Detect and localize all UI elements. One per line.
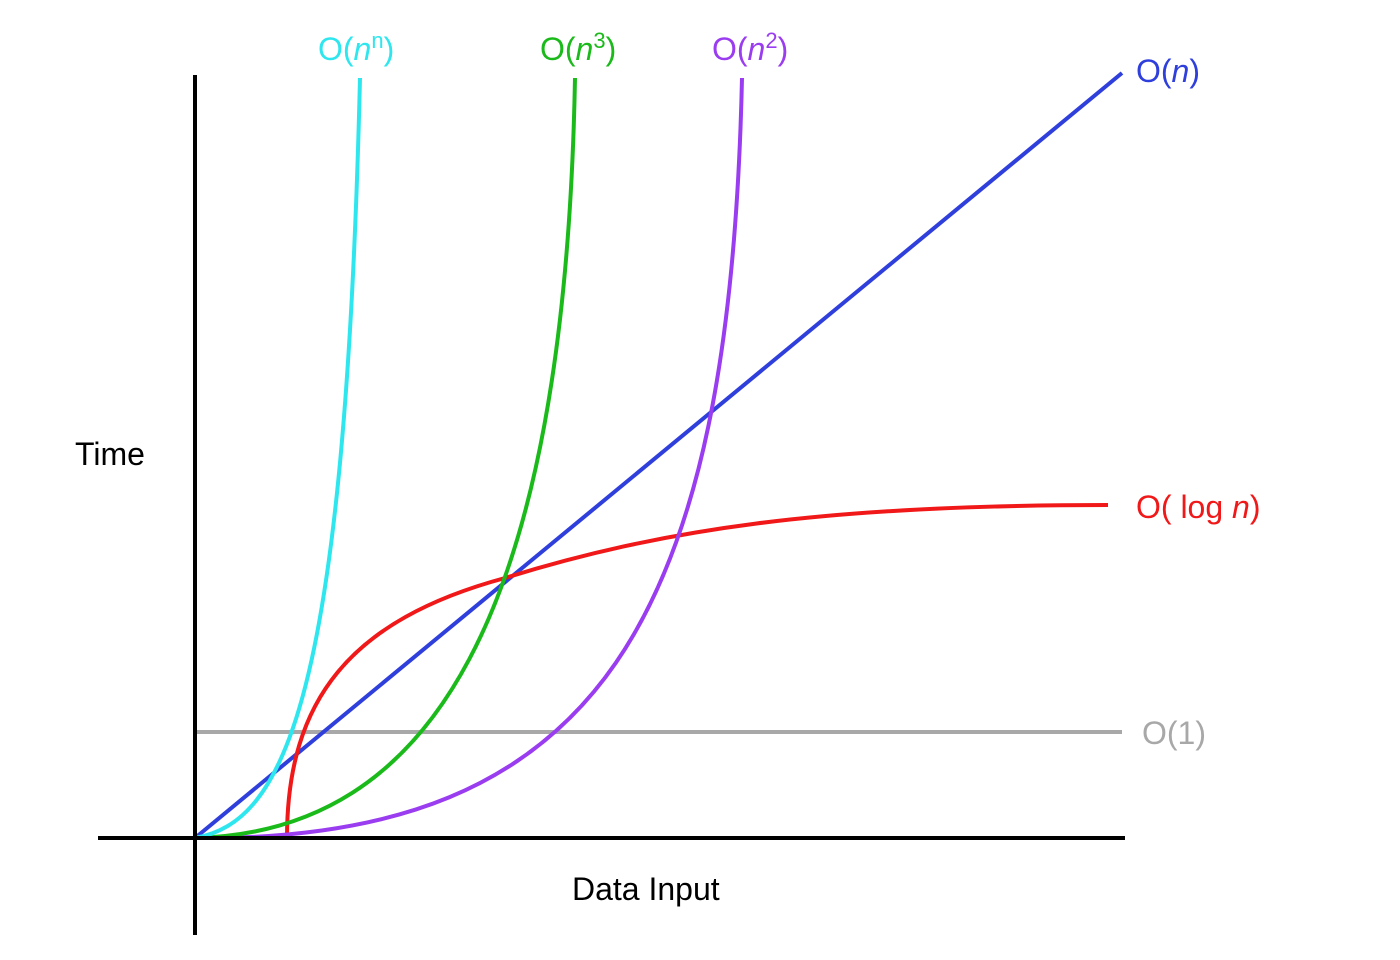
quadratic-curve: [194, 77, 744, 841]
log-curve: [285, 503, 1109, 839]
linear-curve: [193, 71, 1124, 840]
curve-label: O( log n): [1136, 489, 1260, 525]
exponential-curve: [194, 77, 362, 840]
curve-label: O(n3): [540, 28, 616, 67]
cubic-curve: [194, 77, 577, 840]
x-axis-label: Data Input: [572, 871, 720, 907]
curve-label: O(1): [1142, 715, 1206, 751]
curve-label: O(n2): [712, 28, 788, 67]
curve-label: O(nn): [318, 28, 394, 67]
y-axis-label: Time: [75, 436, 145, 472]
curve-label: O(n): [1136, 53, 1200, 89]
